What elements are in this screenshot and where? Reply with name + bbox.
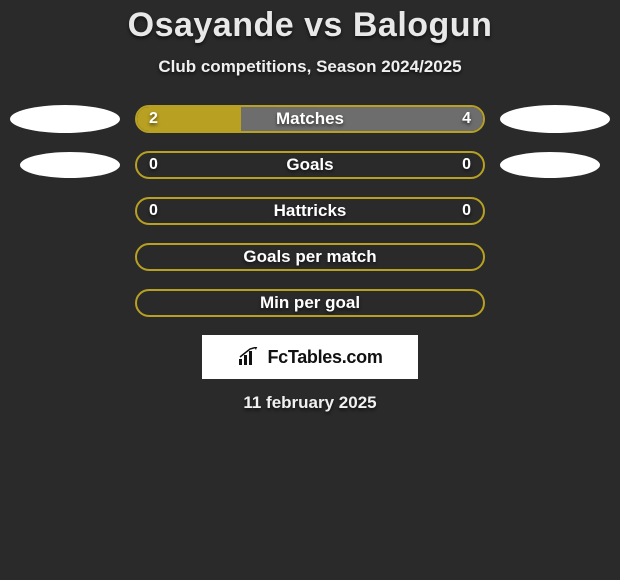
stat-label: Goals	[137, 153, 483, 177]
stat-bar: 00Goals	[135, 151, 485, 179]
stat-row: Min per goal	[0, 289, 620, 317]
stat-label: Goals per match	[137, 245, 483, 269]
stat-bar: 24Matches	[135, 105, 485, 133]
stat-label: Min per goal	[137, 291, 483, 315]
comparison-card: Osayande vs Balogun Club competitions, S…	[0, 0, 620, 413]
brand-name: FcTables.com	[267, 347, 382, 368]
stat-label: Matches	[137, 107, 483, 131]
stat-row: Goals per match	[0, 243, 620, 271]
page-subtitle: Club competitions, Season 2024/2025	[0, 57, 620, 77]
stat-rows: 24Matches 00Goals 00Hattricks Goals per mat…	[0, 105, 620, 317]
stat-label: Hattricks	[137, 199, 483, 223]
stat-bar: Min per goal	[135, 289, 485, 317]
stat-row: 00Hattricks	[0, 197, 620, 225]
player-left-marker	[20, 152, 120, 178]
stat-row: 00Goals	[0, 151, 620, 179]
stat-bar: 00Hattricks	[135, 197, 485, 225]
player-right-marker	[500, 152, 600, 178]
stat-bar: Goals per match	[135, 243, 485, 271]
page-title: Osayande vs Balogun	[0, 6, 620, 45]
chart-icon	[237, 347, 261, 367]
stat-row: 24Matches	[0, 105, 620, 133]
snapshot-date: 11 february 2025	[0, 393, 620, 413]
player-left-marker	[10, 105, 120, 133]
brand-badge: FcTables.com	[202, 335, 418, 379]
player-right-marker	[500, 105, 610, 133]
